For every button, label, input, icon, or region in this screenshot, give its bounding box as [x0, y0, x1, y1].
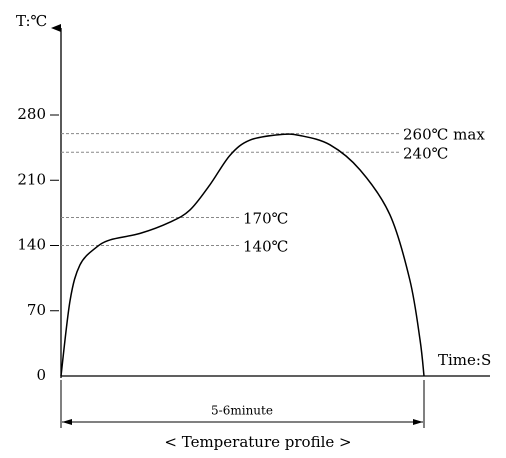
x-axis-label: Time:S: [438, 351, 491, 369]
reference-label: 170℃: [243, 210, 288, 228]
temperature-curve: [60, 133, 425, 377]
y-tick-label: 280: [17, 105, 46, 123]
y-tick-label: 0: [36, 366, 46, 384]
span-label: 5-6minute: [211, 404, 273, 418]
y-tick-label: 140: [17, 236, 46, 254]
y-tick-label: 70: [27, 301, 46, 319]
reference-label: 260℃ max: [403, 126, 485, 144]
y-axis-label: T:℃: [16, 12, 47, 30]
caption: < Temperature profile >: [164, 433, 351, 451]
y-tick-label: 210: [17, 170, 46, 188]
reference-label: 140℃: [243, 238, 288, 256]
reference-label: 240℃: [403, 144, 448, 162]
